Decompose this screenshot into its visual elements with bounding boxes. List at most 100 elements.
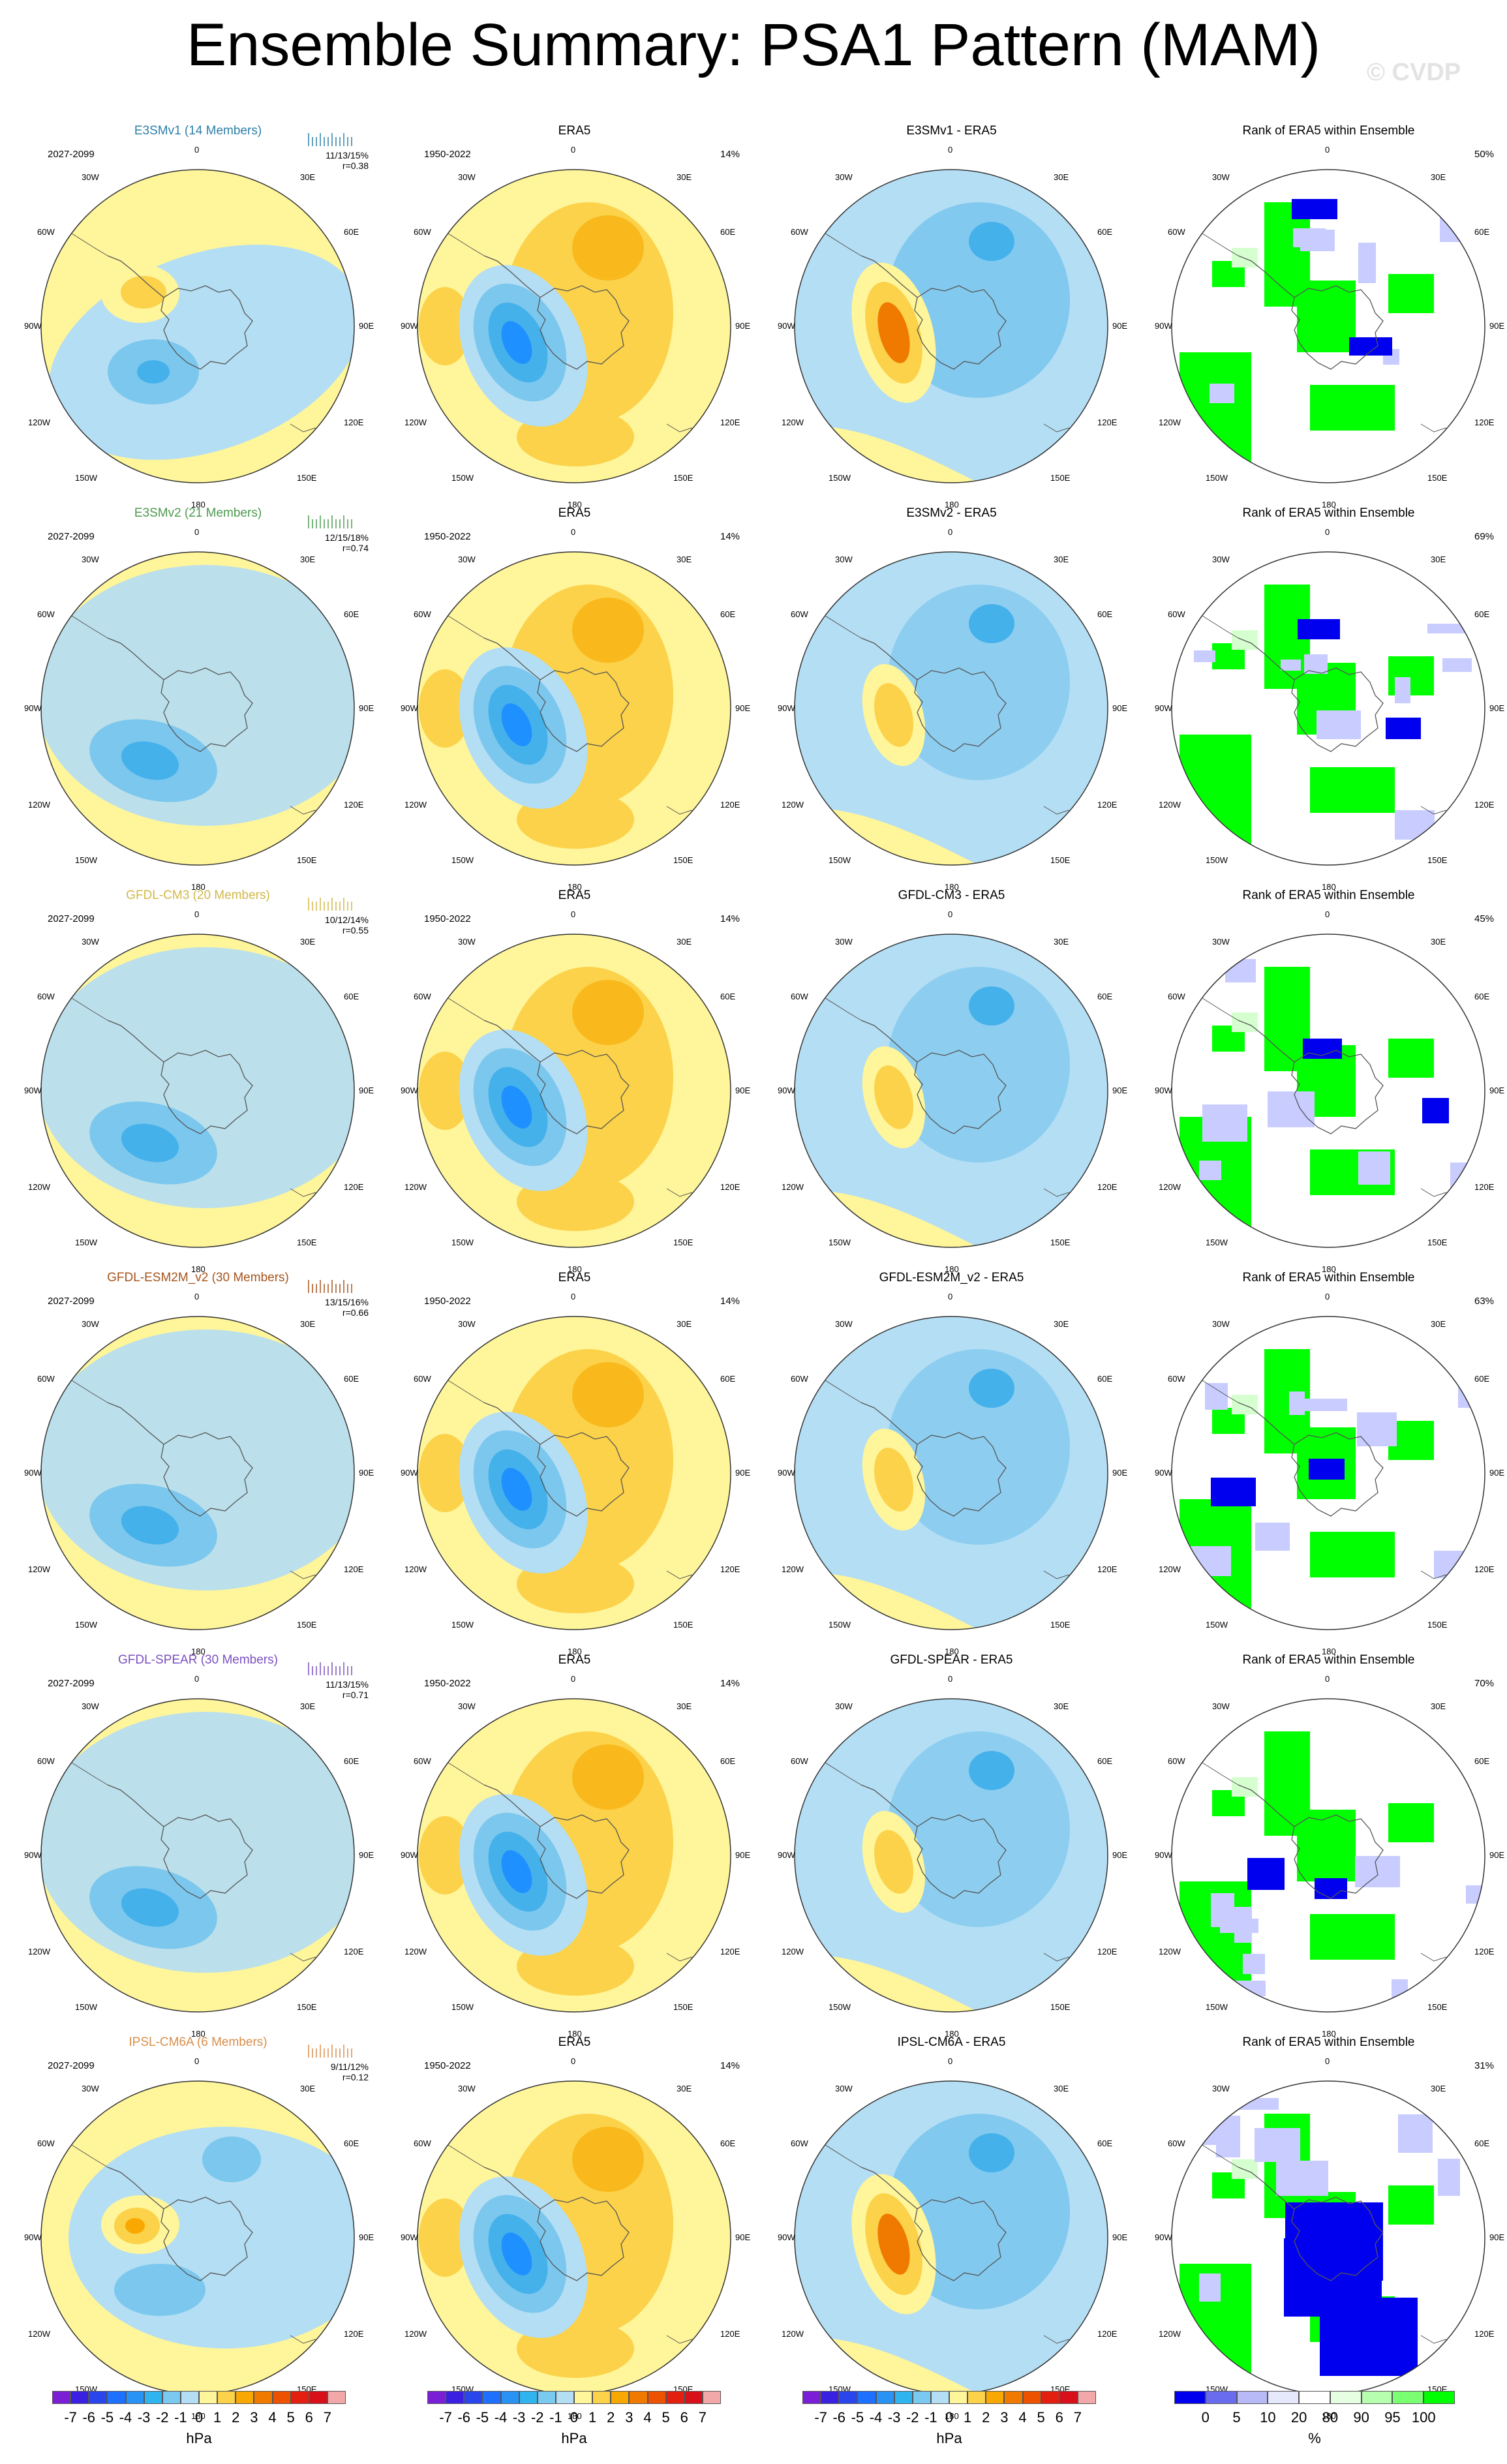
row6-model-neg-core: [114, 2264, 206, 2316]
row3-model-title: GFDL-CM3 (20 Members): [126, 889, 270, 902]
map-label-ur1: 30E: [1431, 555, 1446, 564]
row5-rank-green-block-3: [1388, 1803, 1434, 1842]
row4-model-map-border: [40, 1316, 355, 1630]
map-label-ur1: 30E: [300, 937, 316, 947]
map-label-ur1: 30E: [300, 172, 316, 182]
map-label-ur1: 30E: [300, 1319, 316, 1329]
map-label-ur2: 60E: [720, 2138, 736, 2148]
hpa-colorbar-2-swatch-15: [702, 2391, 721, 2404]
map-label-ll2: 150W: [1206, 473, 1228, 483]
map-label-ul2: 60W: [791, 1756, 808, 1766]
map-label-ul1: 30W: [1212, 172, 1230, 182]
row1-rank-lightblue-block-4: [1210, 384, 1234, 403]
map-label-ur2: 60E: [344, 1374, 359, 1384]
row6-rank-lightblue-block-6: [1199, 2274, 1221, 2302]
map-label-ll1: 120W: [28, 418, 50, 427]
hpa-colorbar-1-swatch-7: [180, 2391, 199, 2404]
map-label-bottom: 180: [945, 1647, 959, 1656]
row1-diff-panel: E3SMv1 - ERA5 0 180 90W 90E 30W 60W 30E 60E 120W 1…: [763, 117, 1140, 510]
row1-obs-panel: ERA5 1950-2022 14% 0 180 90W 90E 30W 60W 30E 60E 12…: [386, 117, 763, 510]
map-label-lr2: 150E: [297, 1238, 317, 1247]
row2-rank-title: Rank of ERA5 within Ensemble: [1242, 506, 1415, 520]
row4-obs-neg-center: [501, 1468, 532, 1511]
map-label-bottom: 180: [568, 1264, 582, 1274]
row4-diff-neg-region: [887, 1349, 1070, 1545]
row3-obs-pct: 14%: [720, 913, 740, 924]
row2-diff-peninsula: [860, 637, 918, 680]
rank-colorbar-swatch-6: [1361, 2391, 1393, 2404]
map-label-ur2: 60E: [720, 609, 736, 619]
map-label-ul1: 30W: [458, 937, 476, 947]
map-label-right: 90E: [359, 703, 374, 713]
hpa-colorbar-1-swatch-15: [327, 2391, 346, 2404]
map-label-right: 90E: [359, 1468, 374, 1478]
row5-rank-lightblue-block-5: [1211, 1893, 1234, 1927]
row6-obs-coastline: [537, 2197, 630, 2281]
map-label-top: 0: [1325, 1292, 1330, 1301]
hpa-colorbar-2-tick-0: -7: [439, 2409, 452, 2426]
row3-rank-map-border: [1171, 934, 1485, 1248]
row6-model-peninsula: [107, 2167, 164, 2210]
map-label-lr1: 120E: [344, 800, 364, 810]
map-label-bottom: 180: [568, 2411, 582, 2421]
row3-obs-title: ERA5: [558, 889, 591, 902]
map-label-left: 90W: [24, 1468, 42, 1478]
row1-rank-blue-block-0: [1292, 199, 1337, 219]
row4-rank-blue-block-1: [1211, 1478, 1256, 1506]
map-label-bottom: 180: [945, 500, 959, 510]
hpa-colorbar-1-swatch-13: [290, 2391, 309, 2404]
map-label-right: 90E: [359, 2232, 374, 2242]
row6-rank-lightblue-block-2: [1255, 2128, 1300, 2162]
row4-rank-blue-block-0: [1309, 1459, 1345, 1480]
row2-model-stats-r: r=0.74: [342, 543, 369, 553]
map-label-ul2: 60W: [1168, 1374, 1185, 1384]
row6-rank-lightblue-block-1: [1398, 2114, 1433, 2153]
map-label-ur1: 30E: [677, 2084, 692, 2093]
map-label-ul2: 60W: [414, 1374, 431, 1384]
map-label-lr2: 150E: [297, 855, 317, 865]
hpa-colorbar-2-tick-7: 0: [570, 2409, 579, 2426]
rank-colorbar-tick-7: 100: [1411, 2409, 1436, 2426]
map-label-left: 90W: [778, 321, 795, 331]
row2-obs-title: ERA5: [558, 506, 591, 520]
row3-obs-period: 1950-2022: [424, 913, 471, 924]
map-label-ul2: 60W: [791, 609, 808, 619]
map-label-ur2: 60E: [720, 1374, 736, 1384]
map-label-ul2: 60W: [37, 992, 55, 1001]
map-label-ul1: 30W: [82, 555, 99, 564]
row1-model-pos-core: [121, 276, 166, 309]
row5-rank-blue-block-0: [1315, 1878, 1347, 1899]
row5-model-coastline: [160, 1814, 253, 1899]
row4-model-coastline: [160, 1432, 253, 1517]
map-label-right: 90E: [1489, 1468, 1505, 1478]
row2-rank-peninsula: [1238, 637, 1295, 680]
map-label-left: 90W: [778, 2232, 795, 2242]
hpa-colorbar-3-swatch-4: [875, 2391, 894, 2404]
hpa-colorbar-2-swatch-6: [537, 2391, 556, 2404]
row2-rank-green-block-4: [1310, 767, 1395, 813]
row3-obs-coastline: [537, 1050, 630, 1134]
map-label-right: 90E: [1489, 2232, 1505, 2242]
map-label-ur1: 30E: [677, 937, 692, 947]
row2-model-period: 2027-2099: [48, 531, 95, 542]
row1-rank-lightgreen-block: [1232, 248, 1258, 267]
row5-obs-period: 1950-2022: [424, 1678, 471, 1689]
map-label-ur2: 60E: [344, 227, 359, 237]
row5-obs-pos-core: [572, 1744, 644, 1810]
row4-rank-title: Rank of ERA5 within Ensemble: [1242, 1271, 1415, 1285]
row5-rank-coastline: [1291, 1814, 1384, 1899]
row5-obs-map-border: [417, 1698, 731, 2013]
row6-model-neg-core-2: [202, 2137, 261, 2182]
map-label-ur2: 60E: [1474, 1374, 1490, 1384]
row2-diff-panel: E3SMv2 - ERA5 0 180 90W 90E 30W 60W 30E 60E 120W 1…: [763, 500, 1140, 892]
map-label-bottom: 180: [1322, 500, 1336, 510]
map-label-ur1: 30E: [1431, 937, 1446, 947]
map-label-ur2: 60E: [1474, 2138, 1490, 2148]
row2-diff-title: E3SMv2 - ERA5: [906, 506, 997, 520]
map-label-lr2: 150E: [673, 2002, 693, 2012]
row1-obs-peninsula: [483, 255, 541, 298]
row4-obs-pos-west: [419, 1434, 471, 1512]
map-label-lr1: 120E: [1474, 800, 1495, 810]
row1-rank-pct: 50%: [1474, 149, 1495, 160]
hpa-colorbar-3-swatch-10: [986, 2391, 1005, 2404]
